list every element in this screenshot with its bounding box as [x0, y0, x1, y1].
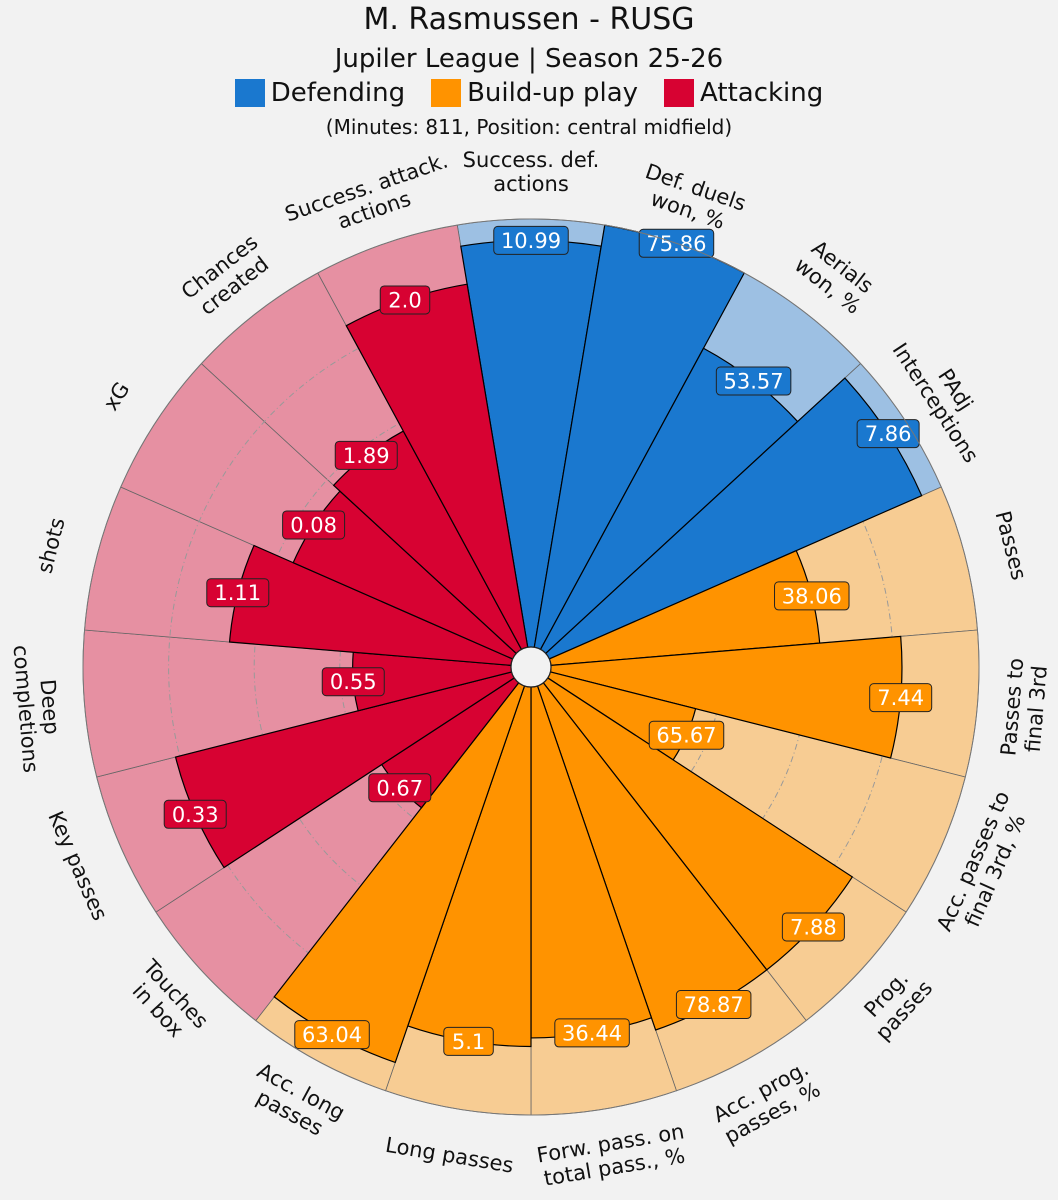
slice-label: Success. def. actions: [463, 148, 600, 196]
legend-item-defending: Defending: [234, 78, 406, 108]
slice-label: Def. duelswon, %: [634, 159, 749, 238]
value-label: 65.67: [656, 724, 716, 748]
value-label: 0.67: [376, 776, 423, 800]
legend-swatch: [234, 79, 265, 107]
value-label: 1.89: [343, 444, 390, 468]
value-label: 78.87: [684, 993, 744, 1017]
outer-ring: [82, 218, 980, 1116]
legend: Defending Build-up play Attacking: [0, 78, 1058, 108]
slice-label-line: actions: [493, 172, 569, 196]
value-label: 7.86: [865, 422, 912, 446]
slice-label: Prog.passes: [853, 960, 937, 1045]
value-label: 7.88: [790, 915, 837, 939]
value-label: 53.57: [724, 370, 784, 394]
value-label: 0.55: [330, 670, 377, 694]
value-box: [493, 225, 569, 255]
value-box: [443, 1026, 494, 1056]
slice-label: Forw. pass. ontotal pass., %: [535, 1119, 690, 1191]
value-label: 1.11: [214, 581, 261, 605]
player-info: (Minutes: 811, Position: central midfiel…: [325, 115, 733, 139]
chart-subtitle: Jupiler League | Season 25-26: [334, 44, 724, 74]
value-box: [715, 366, 792, 396]
legend-label: Attacking: [700, 78, 824, 108]
value-box: [206, 578, 270, 608]
legend-swatch: [431, 79, 462, 107]
slice-label-line: Success. def.: [463, 148, 600, 172]
value-box: [781, 912, 845, 942]
value-box: [648, 720, 725, 750]
value-label: 36.44: [562, 1021, 622, 1045]
slice-label: shots: [33, 515, 70, 575]
slice-label: Touchesin box: [120, 954, 213, 1049]
value-label: 10.99: [501, 229, 561, 253]
value-label: 2.0: [388, 288, 421, 312]
slice-label-line: Deep: [35, 678, 63, 735]
value-box: [294, 1020, 370, 1050]
value-box: [856, 419, 920, 449]
value-label: 0.08: [290, 513, 337, 537]
slice-label: Passes: [991, 508, 1032, 582]
slice-label: Acc. longpasses: [242, 1058, 349, 1146]
value-box: [321, 667, 385, 697]
slice-label-line: Passes: [991, 508, 1032, 582]
value-label: 5.1: [452, 1030, 485, 1054]
value-box: [282, 510, 346, 540]
legend-swatch: [664, 79, 695, 107]
slice-label-line: Long passes: [384, 1133, 516, 1178]
value-box: [554, 1018, 630, 1048]
chart-title: M. Rasmussen - RUSG: [363, 2, 695, 37]
value-label: 7.44: [877, 686, 924, 710]
value-label: 63.04: [302, 1023, 362, 1047]
slice-label: Passes tofinal 3rd: [996, 657, 1052, 759]
slice-label-line: xG: [99, 378, 135, 415]
value-box: [379, 285, 431, 315]
slice-label-line: shots: [33, 515, 70, 575]
slice-label: Deepcompletions: [8, 642, 66, 774]
slice-label-line: completions: [8, 644, 42, 774]
value-box: [774, 581, 850, 611]
legend-label: Defending: [270, 78, 406, 108]
value-box: [163, 799, 227, 829]
value-label: 0.33: [172, 803, 219, 827]
center-circle: [510, 646, 552, 688]
slice-label: xG: [99, 378, 135, 415]
value-label: 38.06: [782, 584, 842, 608]
value-box: [368, 773, 432, 803]
legend-label: Build-up play: [467, 78, 639, 108]
slice-label: Aerialswon, %: [790, 234, 880, 319]
legend-item-attacking: Attacking: [664, 78, 823, 108]
legend-item-build-up: Build-up play: [431, 78, 638, 108]
slice-label: Long passes: [384, 1133, 516, 1178]
slice-label: Key passes: [43, 808, 112, 925]
value-box: [675, 990, 752, 1020]
value-box: [869, 683, 933, 713]
slice-label-line: Key passes: [43, 808, 112, 925]
value-box: [334, 440, 398, 470]
